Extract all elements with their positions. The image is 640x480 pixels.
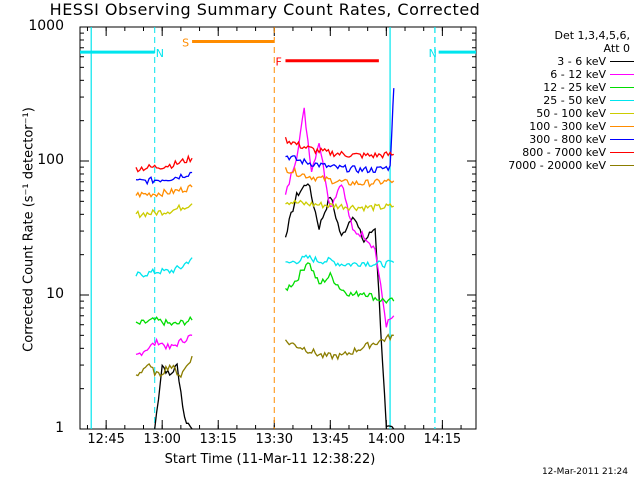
series-line-0-seg-0 bbox=[154, 362, 193, 430]
legend-swatch bbox=[610, 100, 634, 101]
flag-label-n: N bbox=[429, 47, 437, 60]
x-tick-label: 13:30 bbox=[255, 432, 293, 447]
series-line-8-seg-0 bbox=[135, 355, 193, 379]
x-axis-label: Start Time (11-Mar-11 12:38:22) bbox=[164, 452, 376, 467]
series-line-7-seg-0 bbox=[135, 154, 193, 173]
legend-header-line-2: Att 0 bbox=[603, 42, 630, 55]
series-line-1-seg-1 bbox=[284, 107, 395, 328]
legend-entry: 6 - 12 keV bbox=[480, 68, 636, 81]
series-line-2-seg-1 bbox=[285, 262, 395, 304]
chart-title: HESSI Observing Summary Count Rates, Cor… bbox=[49, 0, 481, 19]
x-tick-label: 12:45 bbox=[87, 432, 125, 447]
legend-label: 100 - 300 keV bbox=[529, 120, 606, 133]
legend-entry: 12 - 25 keV bbox=[480, 81, 636, 94]
legend-swatch bbox=[610, 113, 634, 114]
series-line-4-seg-1 bbox=[285, 199, 395, 213]
generation-timestamp: 12-Mar-2011 21:24 bbox=[541, 467, 628, 477]
legend-swatch bbox=[610, 152, 634, 153]
series-line-8-seg-1 bbox=[284, 333, 394, 361]
legend-entry: 3 - 6 keV bbox=[480, 55, 636, 68]
legend-swatch bbox=[610, 126, 634, 127]
flag-label-f: F bbox=[275, 56, 281, 69]
series-line-3-seg-0 bbox=[135, 257, 193, 278]
series-line-5-seg-1 bbox=[284, 166, 395, 188]
flag-label-n: N bbox=[156, 47, 164, 60]
legend-swatch bbox=[610, 74, 634, 75]
legend-entry: 50 - 100 keV bbox=[480, 107, 636, 120]
legend: Det 1,3,4,5,6, Att 0 3 - 6 keV 6 - 12 keV… bbox=[480, 29, 636, 172]
legend-header-line-1: Det 1,3,4,5,6, bbox=[554, 29, 630, 42]
legend-label: 300 - 800 keV bbox=[529, 133, 606, 146]
legend-label: 3 - 6 keV bbox=[557, 55, 606, 68]
legend-label: 7000 - 20000 keV bbox=[508, 159, 606, 172]
series-line-3-seg-1 bbox=[285, 254, 395, 269]
series-line-1-seg-0 bbox=[135, 334, 193, 357]
legend-label: 50 - 100 keV bbox=[536, 107, 606, 120]
y-tick-label: 1000 bbox=[28, 18, 64, 34]
legend-entry: 7000 - 20000 keV bbox=[480, 159, 636, 172]
legend-swatch bbox=[610, 139, 634, 140]
y-tick-label: 1 bbox=[55, 420, 64, 436]
legend-rows: 3 - 6 keV 6 - 12 keV 12 - 25 keV 25 - 50 ke… bbox=[480, 55, 636, 172]
series-line-6-seg-1 bbox=[285, 88, 395, 174]
legend-label: 25 - 50 keV bbox=[543, 94, 606, 107]
x-tick-label: 14:00 bbox=[367, 432, 406, 447]
plot-frame bbox=[79, 26, 477, 430]
y-tick-label: 100 bbox=[37, 152, 64, 168]
legend-swatch bbox=[610, 165, 634, 166]
series-line-5-seg-0 bbox=[135, 184, 193, 199]
legend-swatch bbox=[610, 87, 634, 88]
series-line-7-seg-1 bbox=[284, 137, 394, 160]
legend-entry: 100 - 300 keV bbox=[480, 120, 636, 133]
flag-label-s: S bbox=[182, 36, 189, 49]
legend-swatch bbox=[610, 61, 634, 62]
series-line-2-seg-0 bbox=[135, 315, 193, 327]
legend-entry: 300 - 800 keV bbox=[480, 133, 636, 146]
legend-label: 12 - 25 keV bbox=[543, 81, 606, 94]
y-tick-label: 10 bbox=[46, 286, 64, 302]
legend-label: 6 - 12 keV bbox=[550, 68, 606, 81]
legend-entry: 800 - 7000 keV bbox=[480, 146, 636, 159]
legend-label: 800 - 7000 keV bbox=[522, 146, 606, 159]
series-line-0-seg-1 bbox=[284, 183, 395, 430]
legend-entry: 25 - 50 keV bbox=[480, 94, 636, 107]
x-tick-label: 13:15 bbox=[199, 432, 237, 447]
series-line-4-seg-0 bbox=[135, 203, 193, 219]
x-tick-label: 14:15 bbox=[423, 432, 462, 447]
series-line-6-seg-0 bbox=[135, 171, 193, 186]
x-tick-label: 13:45 bbox=[311, 432, 350, 447]
x-tick-label: 13:00 bbox=[143, 432, 181, 447]
